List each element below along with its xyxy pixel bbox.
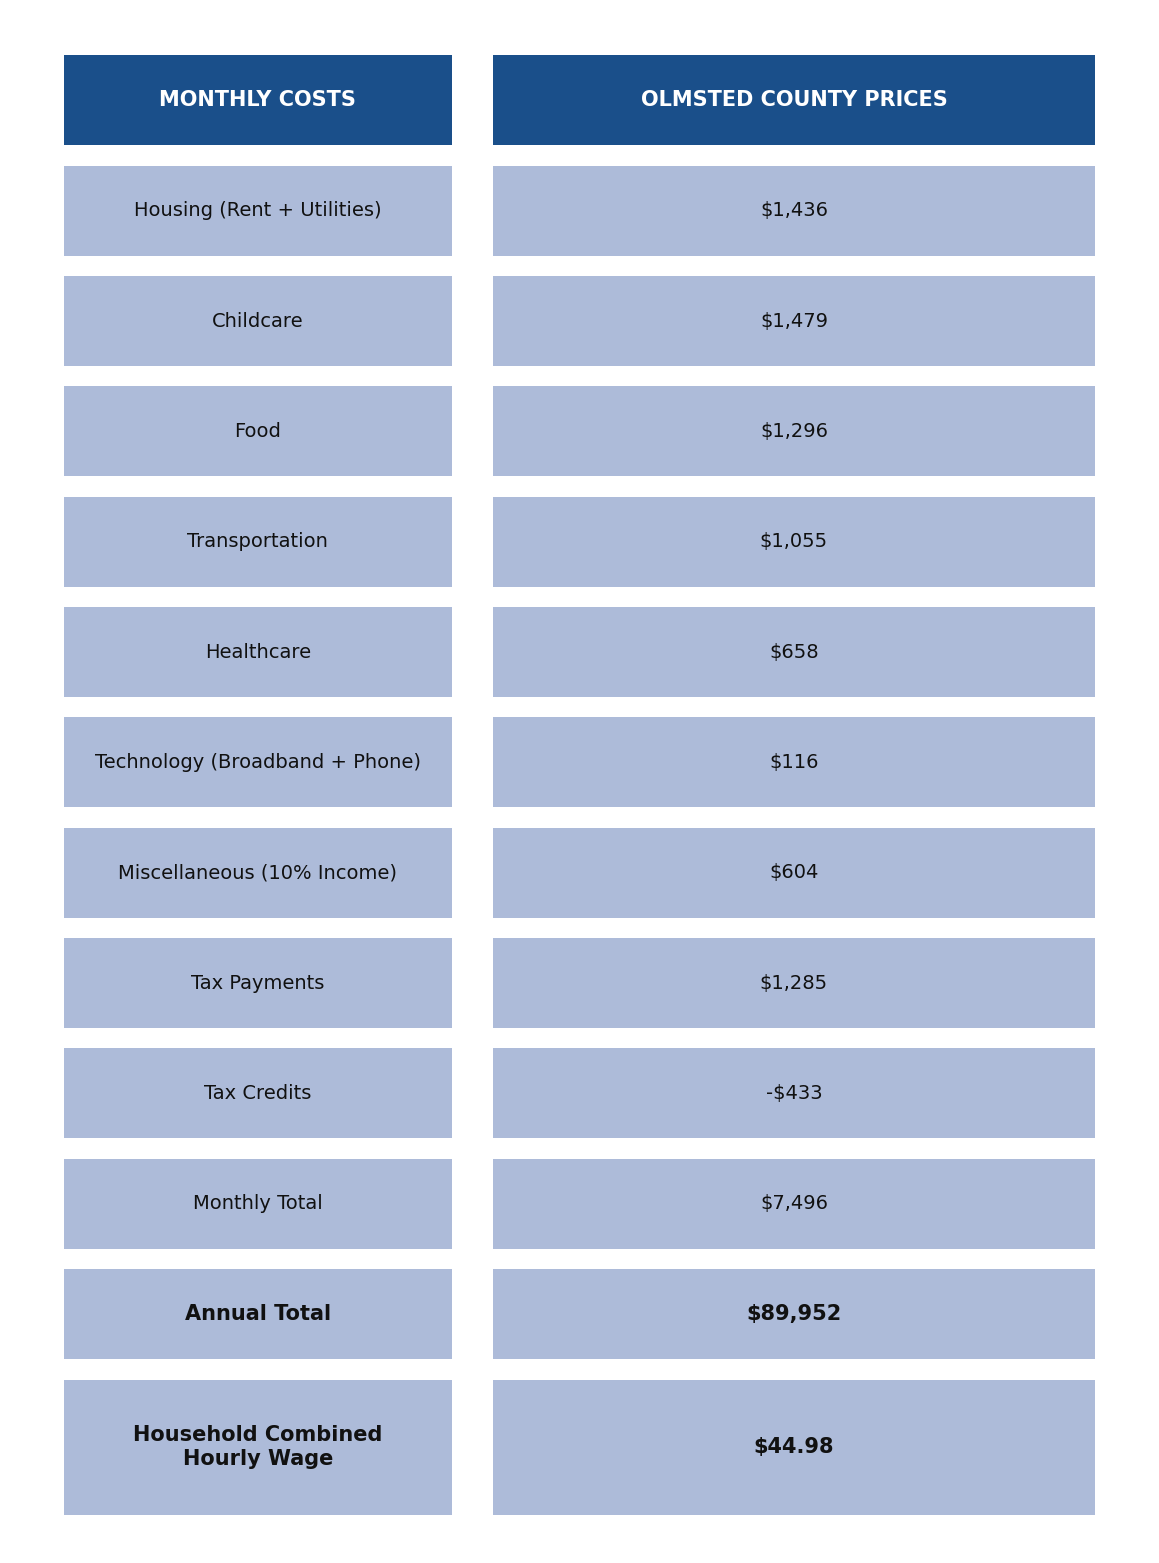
FancyBboxPatch shape bbox=[493, 497, 1095, 586]
FancyBboxPatch shape bbox=[64, 55, 452, 145]
FancyBboxPatch shape bbox=[64, 828, 452, 917]
Text: $1,436: $1,436 bbox=[760, 202, 828, 220]
FancyBboxPatch shape bbox=[64, 386, 452, 477]
Text: -$433: -$433 bbox=[766, 1085, 822, 1103]
Text: Food: Food bbox=[234, 422, 282, 441]
FancyBboxPatch shape bbox=[493, 606, 1095, 697]
FancyBboxPatch shape bbox=[493, 1380, 1095, 1515]
Text: $116: $116 bbox=[770, 753, 818, 772]
Text: Miscellaneous (10% Income): Miscellaneous (10% Income) bbox=[118, 863, 398, 882]
FancyBboxPatch shape bbox=[64, 717, 452, 808]
Text: Annual Total: Annual Total bbox=[184, 1304, 331, 1324]
FancyBboxPatch shape bbox=[64, 1049, 452, 1138]
Text: Childcare: Childcare bbox=[212, 311, 304, 330]
Text: $89,952: $89,952 bbox=[746, 1304, 841, 1324]
Text: $44.98: $44.98 bbox=[753, 1436, 834, 1457]
Text: $1,296: $1,296 bbox=[760, 422, 828, 441]
Text: Healthcare: Healthcare bbox=[205, 642, 311, 661]
FancyBboxPatch shape bbox=[64, 1380, 452, 1515]
FancyBboxPatch shape bbox=[493, 1269, 1095, 1360]
FancyBboxPatch shape bbox=[64, 938, 452, 1028]
Text: $604: $604 bbox=[770, 863, 818, 882]
Text: MONTHLY COSTS: MONTHLY COSTS bbox=[160, 91, 356, 109]
FancyBboxPatch shape bbox=[64, 497, 452, 586]
Text: Monthly Total: Monthly Total bbox=[194, 1194, 322, 1213]
Text: Transportation: Transportation bbox=[188, 533, 328, 552]
Text: $1,285: $1,285 bbox=[760, 974, 828, 993]
FancyBboxPatch shape bbox=[64, 166, 452, 256]
Text: Tax Payments: Tax Payments bbox=[191, 974, 325, 993]
FancyBboxPatch shape bbox=[493, 828, 1095, 917]
FancyBboxPatch shape bbox=[64, 1269, 452, 1360]
Text: Tax Credits: Tax Credits bbox=[204, 1085, 312, 1103]
FancyBboxPatch shape bbox=[493, 277, 1095, 366]
FancyBboxPatch shape bbox=[493, 166, 1095, 256]
FancyBboxPatch shape bbox=[493, 938, 1095, 1028]
FancyBboxPatch shape bbox=[64, 277, 452, 366]
Text: $1,479: $1,479 bbox=[760, 311, 828, 330]
Text: Household Combined
Hourly Wage: Household Combined Hourly Wage bbox=[133, 1424, 382, 1469]
FancyBboxPatch shape bbox=[493, 1049, 1095, 1138]
FancyBboxPatch shape bbox=[64, 1158, 452, 1249]
Text: OLMSTED COUNTY PRICES: OLMSTED COUNTY PRICES bbox=[641, 91, 947, 109]
Text: $1,055: $1,055 bbox=[760, 533, 828, 552]
FancyBboxPatch shape bbox=[493, 386, 1095, 477]
FancyBboxPatch shape bbox=[493, 1158, 1095, 1249]
Text: Technology (Broadband + Phone): Technology (Broadband + Phone) bbox=[95, 753, 421, 772]
Text: $7,496: $7,496 bbox=[760, 1194, 828, 1213]
FancyBboxPatch shape bbox=[493, 55, 1095, 145]
FancyBboxPatch shape bbox=[64, 606, 452, 697]
Text: Housing (Rent + Utilities): Housing (Rent + Utilities) bbox=[134, 202, 381, 220]
FancyBboxPatch shape bbox=[493, 717, 1095, 808]
Text: $658: $658 bbox=[770, 642, 818, 661]
